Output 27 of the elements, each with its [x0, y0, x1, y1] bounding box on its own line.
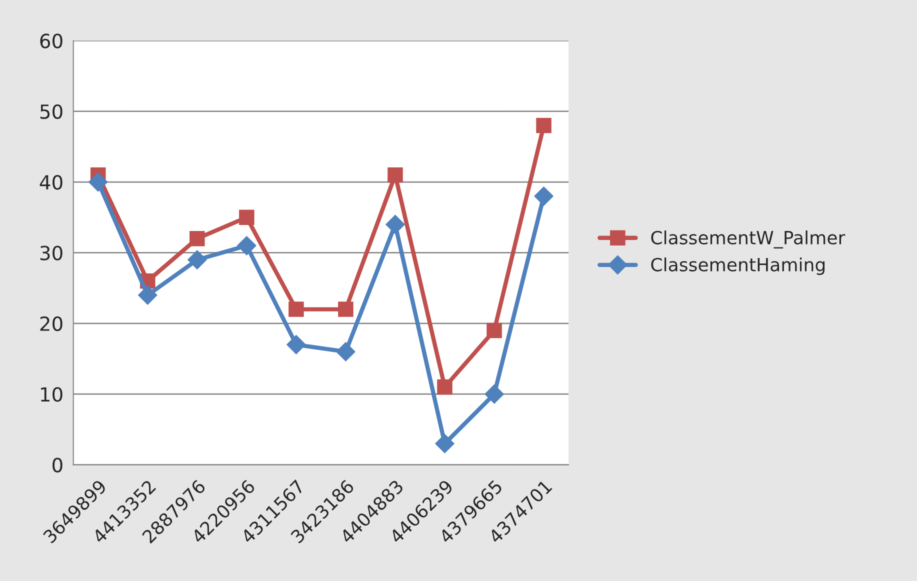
y-tick-label: 10: [41, 387, 62, 402]
y-tick-label: 60: [40, 34, 62, 48]
legend-label: ClassementW_Palmer: [651, 230, 846, 248]
point: [188, 250, 207, 270]
point: [388, 167, 403, 183]
point: [486, 322, 502, 338]
point: [536, 118, 552, 134]
point: [237, 236, 256, 256]
point: [435, 434, 454, 454]
point: [286, 335, 306, 354]
point: [484, 384, 504, 404]
y-tick-label: 0: [52, 458, 62, 472]
point: [534, 186, 554, 206]
point: [88, 172, 108, 192]
y-tick-label: 50: [40, 104, 62, 120]
point: [288, 302, 304, 317]
point: [386, 214, 405, 234]
legend-label: ClassementHaming: [651, 258, 825, 275]
point: [338, 302, 354, 317]
point: [138, 286, 158, 305]
point: [239, 210, 254, 226]
y-tick-label: 40: [40, 175, 62, 190]
y-tick-label: 20: [40, 316, 62, 332]
y-tick-label: 30: [40, 246, 62, 260]
point: [336, 342, 356, 362]
point: [190, 230, 205, 246]
point: [437, 379, 452, 395]
